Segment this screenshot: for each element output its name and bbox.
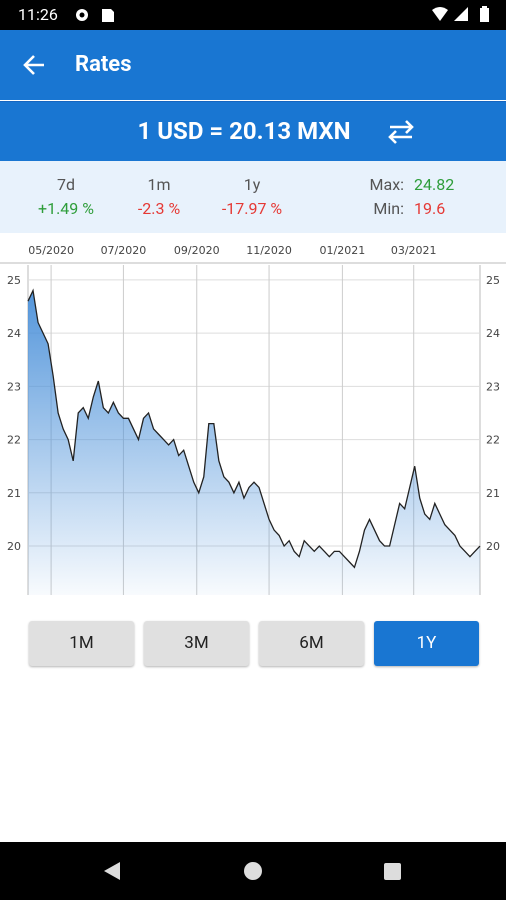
y-tick-label-right: 22 — [486, 434, 500, 447]
nav-recents[interactable] — [384, 863, 401, 880]
rate-bar: 1 USD = 20.13 MXN — [0, 101, 506, 162]
stats-panel: 7d +1.49 % 1m -2.3 % 1y -17.97 % Max: 24.82 Min:… — [0, 161, 506, 233]
stat-value: -2.3 % — [137, 199, 181, 218]
x-tick-label: 05/2020 — [28, 244, 74, 257]
range-button[interactable]: 1M — [29, 621, 134, 666]
y-tick-label-right: 20 — [486, 540, 500, 553]
extreme-label: Min: — [373, 199, 404, 218]
clock: 11:26 — [18, 5, 58, 24]
y-tick-label-right: 23 — [486, 380, 500, 393]
x-tick-label: 03/2021 — [391, 244, 437, 257]
range-button[interactable]: 3M — [144, 621, 249, 666]
extreme-value: 19.6 — [414, 199, 446, 218]
stat: 7d +1.49 % — [6, 173, 126, 221]
x-tick-label: 09/2020 — [174, 244, 220, 257]
stat-label: 1m — [147, 175, 171, 194]
nav-home[interactable] — [244, 862, 262, 880]
y-tick-label: 25 — [7, 274, 21, 287]
navigation-bar — [0, 842, 506, 900]
app-title: Rates — [75, 52, 132, 77]
stat-label: 1y — [243, 175, 261, 194]
x-tick-label: 07/2020 — [101, 244, 147, 257]
y-tick-label: 21 — [7, 487, 21, 500]
stat-label: 7d — [56, 175, 75, 194]
range-button[interactable]: 6M — [259, 621, 364, 666]
extreme-label: Max: — [369, 175, 404, 194]
range-button[interactable]: 1Y — [374, 621, 479, 666]
y-tick-label: 23 — [7, 380, 21, 393]
back-button[interactable] — [22, 54, 46, 76]
y-tick-label-right: 21 — [486, 487, 500, 500]
area-fill — [28, 290, 480, 595]
swap-button[interactable] — [386, 119, 416, 145]
y-tick-label: 22 — [7, 434, 21, 447]
status-icons — [76, 9, 114, 22]
extreme-value: 24.82 — [414, 175, 455, 194]
nav-back[interactable] — [104, 862, 120, 880]
y-tick-label: 20 — [7, 540, 21, 553]
chart: 20 20 21 21 22 22 23 23 24 24 25 25 05/2020 07/2020 09… — [0, 244, 506, 595]
system-icons — [432, 6, 489, 22]
extreme: Min: 19.6 — [350, 197, 490, 221]
stat-value: +1.49 % — [38, 199, 94, 218]
stat: 1m -2.3 % — [99, 173, 219, 221]
extreme: Max: 24.82 — [350, 173, 490, 197]
area-line — [27, 288, 481, 569]
y-tick-label-right: 24 — [486, 327, 500, 340]
y-tick-label: 24 — [7, 327, 21, 340]
x-tick-label: 01/2021 — [320, 244, 366, 257]
rate-text: 1 USD = 20.13 MXN — [137, 117, 351, 145]
nav-icons — [104, 862, 401, 880]
y-tick-label-right: 25 — [486, 274, 500, 287]
stat-value: -17.97 % — [221, 199, 283, 218]
status-bar: 11:26 — [0, 0, 506, 30]
app-bar: Rates — [0, 30, 506, 100]
x-tick-label: 11/2020 — [246, 244, 292, 257]
stat: 1y -17.97 % — [192, 173, 312, 221]
